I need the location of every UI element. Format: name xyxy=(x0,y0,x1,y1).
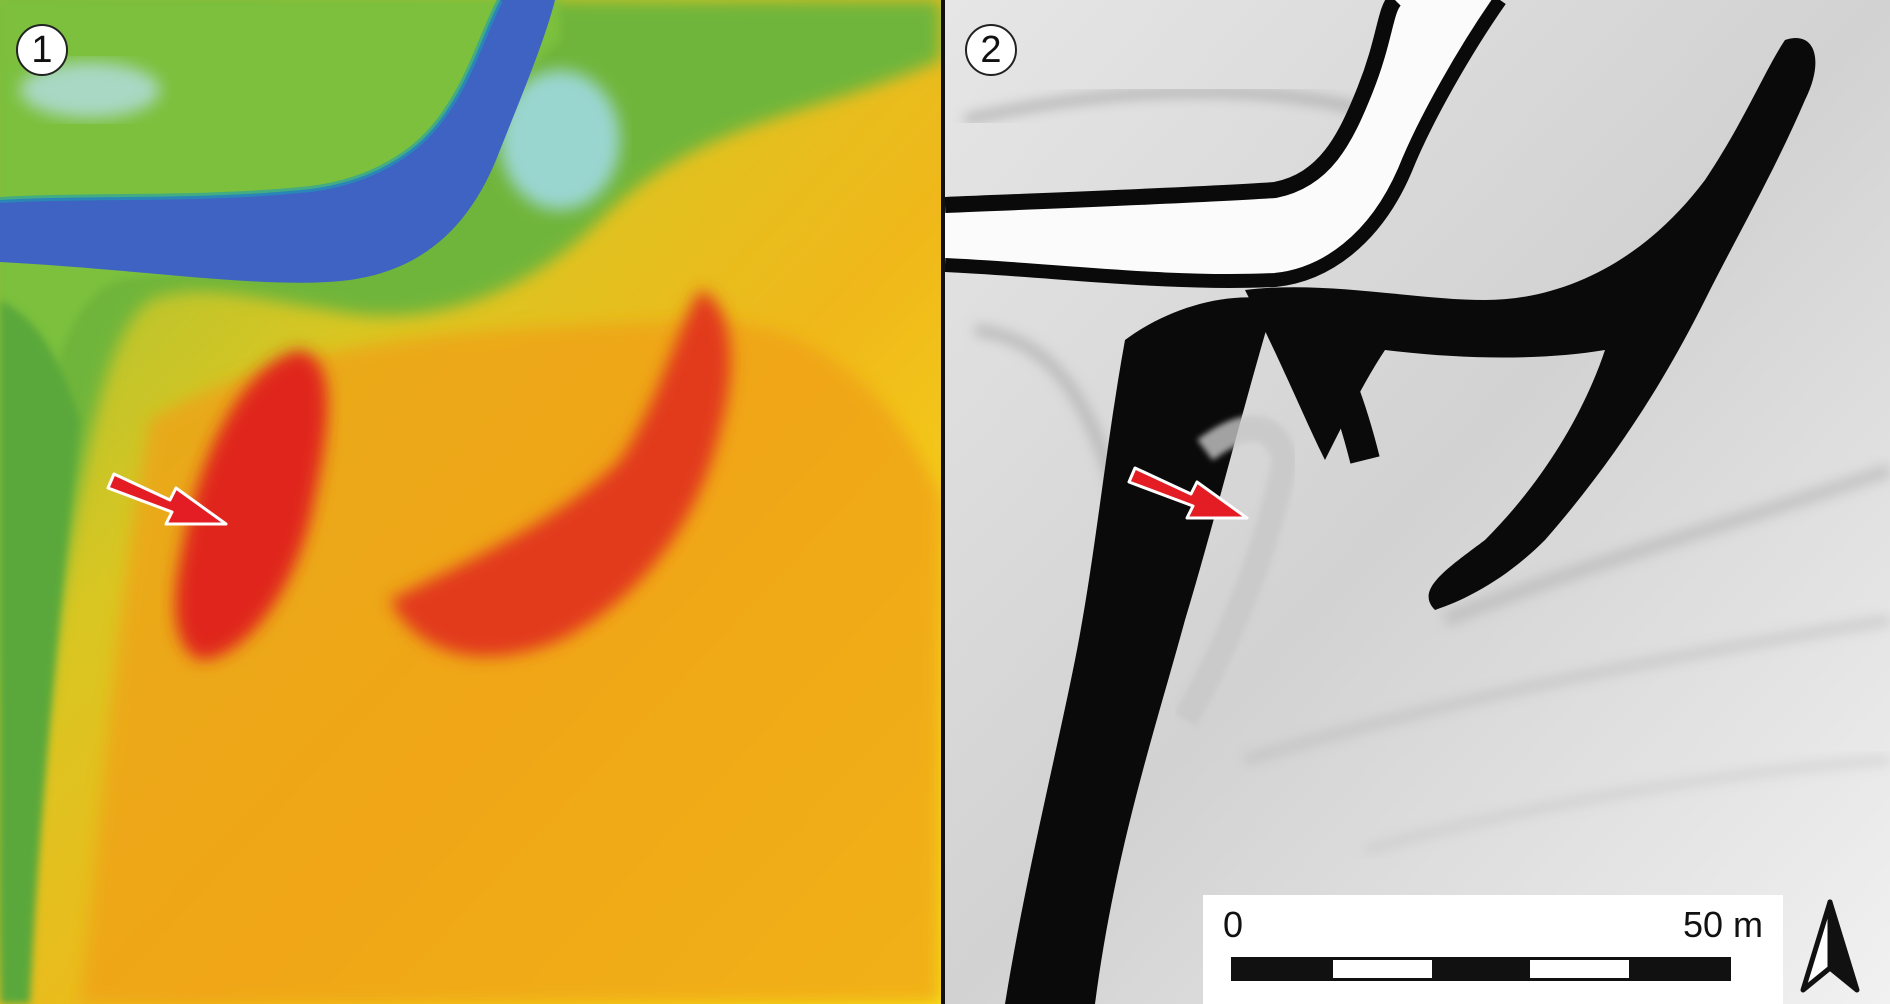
scale-segment xyxy=(1530,960,1630,978)
elevation-map-panel xyxy=(0,0,941,1004)
scale-segment xyxy=(1234,960,1333,978)
north-arrow-icon xyxy=(1795,898,1865,998)
panel-number-1: 1 xyxy=(16,24,68,76)
slope-map-panel xyxy=(945,0,1890,1004)
red-arrow-icon xyxy=(1127,466,1249,520)
scale-segment xyxy=(1431,960,1531,978)
elevation-map xyxy=(0,0,941,1004)
red-arrow-icon xyxy=(106,472,228,526)
scale-segment xyxy=(1332,960,1432,978)
panel-divider xyxy=(941,0,945,1004)
scale-bar: 0 50 m xyxy=(1203,895,1783,1004)
scale-end-label: 50 m xyxy=(1682,904,1763,945)
scale-start-label: 0 xyxy=(1223,904,1244,945)
scale-bar-segments xyxy=(1231,957,1731,981)
panel-number-2: 2 xyxy=(965,24,1017,76)
slope-map xyxy=(945,0,1890,1004)
scale-segment xyxy=(1629,960,1728,978)
